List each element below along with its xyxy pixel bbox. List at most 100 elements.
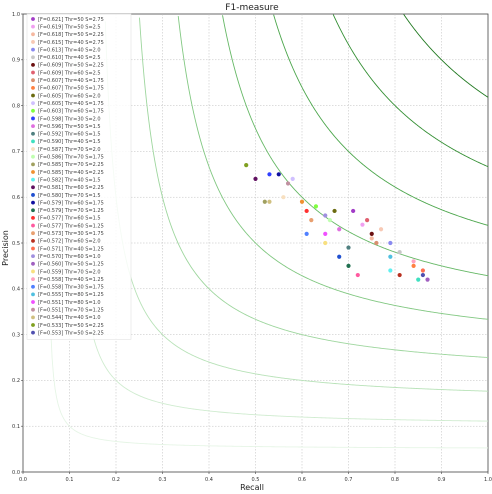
legend-entry: [F=0.577] Thr=60 S=1.5: [38, 216, 101, 222]
legend-marker: [31, 124, 35, 128]
legend-marker: [31, 193, 35, 197]
x-tick-label: 0.8: [391, 477, 399, 483]
data-point: [388, 254, 393, 259]
x-tick-label: 0.5: [252, 477, 260, 483]
legend-entry: [F=0.570] Thr=60 S=1.0: [38, 254, 101, 260]
legend-entry: [F=0.558] Thr=40 S=1.25: [38, 277, 104, 283]
y-tick-label: 0.4: [12, 287, 20, 293]
legend-marker: [31, 108, 35, 113]
data-point: [304, 231, 309, 236]
data-point: [309, 218, 314, 223]
legend-marker: [31, 200, 35, 205]
legend-marker: [31, 40, 35, 44]
legend-marker: [31, 55, 35, 60]
legend-entry: [F=0.573] Thr=30 S=1.75: [38, 231, 104, 237]
y-axis-ticks: 0.0 0.1 0.2 0.3 0.4 0.5 0.6 0.7 0.8 0.9 1.0: [12, 12, 23, 476]
legend-marker: [31, 162, 35, 167]
legend-entry: [F=0.605] Thr=40 S=1.75: [38, 101, 104, 107]
y-tick-label: 0.7: [12, 149, 20, 155]
iso-f1-curve: [74, 31, 489, 422]
legend-marker: [31, 254, 35, 259]
legend-entry: [F=0.586] Thr=70 S=1.75: [38, 155, 104, 161]
data-point: [365, 218, 370, 223]
legend-marker: [31, 24, 35, 29]
data-point: [323, 213, 328, 218]
data-point: [332, 208, 337, 214]
data-point: [337, 227, 342, 232]
legend-entry: [F=0.607] Thr=50 S=1.75: [38, 86, 104, 92]
legend-entry: [F=0.603] Thr=60 S=1.75: [38, 109, 104, 115]
iso-f1-curve: [403, 14, 489, 98]
legend-entry: [F=0.533] Thr=50 S=2.25: [38, 323, 104, 329]
legend-marker: [31, 185, 35, 190]
data-point: [346, 263, 351, 268]
chart-title: F1-measure: [225, 3, 279, 13]
x-tick-label: 1.0: [484, 477, 492, 483]
grid-lines: [23, 14, 488, 472]
x-tick-label: 0.0: [19, 477, 27, 483]
legend-entry: [F=0.615] Thr=40 S=2.75: [38, 40, 104, 46]
data-point: [267, 199, 272, 204]
legend-marker: [31, 269, 35, 274]
legend-entry: [F=0.610] Thr=40 S=2.5: [38, 55, 101, 61]
legend-entry: [F=0.585] Thr=40 S=2.25: [38, 170, 104, 176]
iso-f1-curve: [332, 14, 489, 168]
legend-marker: [31, 131, 35, 136]
data-point: [374, 240, 379, 246]
x-tick-label: 0.3: [159, 477, 167, 483]
iso-f1-curve: [273, 14, 489, 226]
legend-marker: [31, 292, 35, 297]
legend-marker: [31, 284, 35, 289]
data-point: [323, 231, 328, 236]
legend-marker: [31, 85, 35, 90]
data-point: [388, 240, 393, 246]
legend-entry: [F=0.596] Thr=50 S=1.5: [38, 124, 101, 130]
x-tick-label: 0.6: [298, 477, 306, 483]
legend-entry: [F=0.582] Thr=40 S=1.5: [38, 177, 101, 183]
data-point: [388, 268, 393, 273]
data-point: [369, 236, 374, 241]
legend-marker: [31, 307, 35, 312]
iso-f1-curve: [47, 83, 488, 449]
legend-marker: [31, 208, 35, 213]
y-tick-label: 0.0: [12, 470, 20, 476]
legend-box: [26, 13, 132, 340]
data-point: [276, 172, 281, 177]
legend-entry: [F=0.605] Thr=60 S=2.0: [38, 93, 101, 99]
legend-entry: [F=0.558] Thr=30 S=1.75: [38, 285, 104, 291]
legend-entry: [F=0.580] Thr=70 S=1.5: [38, 193, 101, 199]
iso-f1-curve: [177, 15, 489, 320]
legend-entry: [F=0.619] Thr=50 S=2.5: [38, 24, 101, 30]
data-point: [416, 277, 421, 282]
legend-marker: [31, 277, 35, 281]
legend-entry: [F=0.607] Thr=40 S=1.75: [38, 78, 104, 84]
data-point: [369, 231, 374, 236]
legend-entry: [F=0.577] Thr=60 S=1.25: [38, 223, 104, 229]
legend-marker: [31, 47, 35, 52]
legend-entry: [F=0.613] Thr=40 S=2.0: [38, 47, 101, 53]
legend-entry: [F=0.579] Thr=60 S=1.75: [38, 200, 104, 206]
data-point: [281, 195, 286, 200]
y-tick-label: 1.0: [12, 12, 20, 18]
legend-marker: [31, 116, 35, 121]
x-tick-label: 0.7: [345, 477, 353, 483]
x-tick-label: 0.4: [205, 477, 213, 483]
y-tick-label: 0.1: [12, 424, 20, 430]
legend-marker: [31, 261, 35, 266]
y-tick-label: 0.9: [12, 58, 20, 64]
legend-marker: [31, 93, 35, 98]
data-point: [290, 176, 295, 181]
data-point: [425, 277, 430, 282]
legend-entry: [F=0.609] Thr=50 S=2.25: [38, 63, 104, 69]
legend-entry: [F=0.598] Thr=30 S=2.0: [38, 116, 101, 122]
data-point: [397, 250, 402, 255]
legend-marker: [31, 170, 35, 174]
legend-entry: [F=0.621] Thr=50 S=2.75: [38, 17, 104, 23]
x-tick-label: 0.2: [112, 477, 120, 483]
iso-f1-curve: [139, 17, 489, 358]
y-tick-label: 0.6: [12, 195, 20, 201]
data-point: [360, 222, 365, 227]
data-point: [327, 218, 332, 223]
legend-entry: [F=0.590] Thr=40 S=1.5: [38, 139, 101, 145]
